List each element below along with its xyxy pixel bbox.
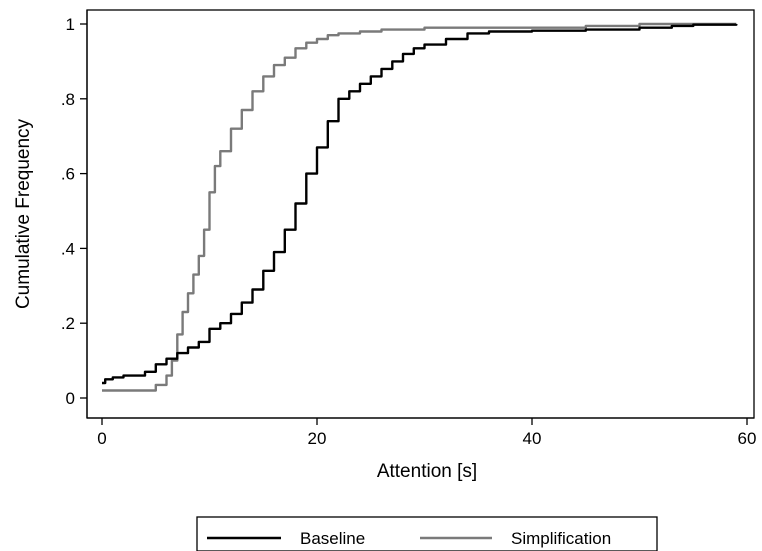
series-line-simplification (102, 22, 737, 392)
y-tick-label: .2 (61, 314, 75, 333)
y-axis: 0 .2 .4 .6 .8 1 (61, 10, 88, 418)
x-tick-label: 40 (523, 429, 542, 448)
legend-label-baseline: Baseline (300, 529, 365, 548)
y-tick-label: .6 (61, 165, 75, 184)
x-tick-label: 0 (97, 429, 106, 448)
plot-frame (86, 9, 755, 419)
series-layer (102, 22, 738, 392)
legend: Baseline Simplification (196, 516, 658, 551)
legend-label-simplification: Simplification (511, 529, 611, 548)
x-axis-title: Attention [s] (377, 461, 477, 482)
legend-box (196, 516, 658, 551)
y-axis-title: Cumulative Frequency (13, 118, 34, 309)
y-tick-label: 0 (66, 389, 75, 408)
y-tick-label: 1 (66, 15, 75, 34)
y-tick-label: .4 (61, 239, 75, 258)
x-tick-label: 20 (308, 429, 327, 448)
x-tick-label: 60 (738, 429, 757, 448)
series-line-baseline (102, 23, 738, 385)
y-tick-label: .8 (61, 90, 75, 109)
x-axis: 0 20 40 60 (87, 417, 757, 448)
